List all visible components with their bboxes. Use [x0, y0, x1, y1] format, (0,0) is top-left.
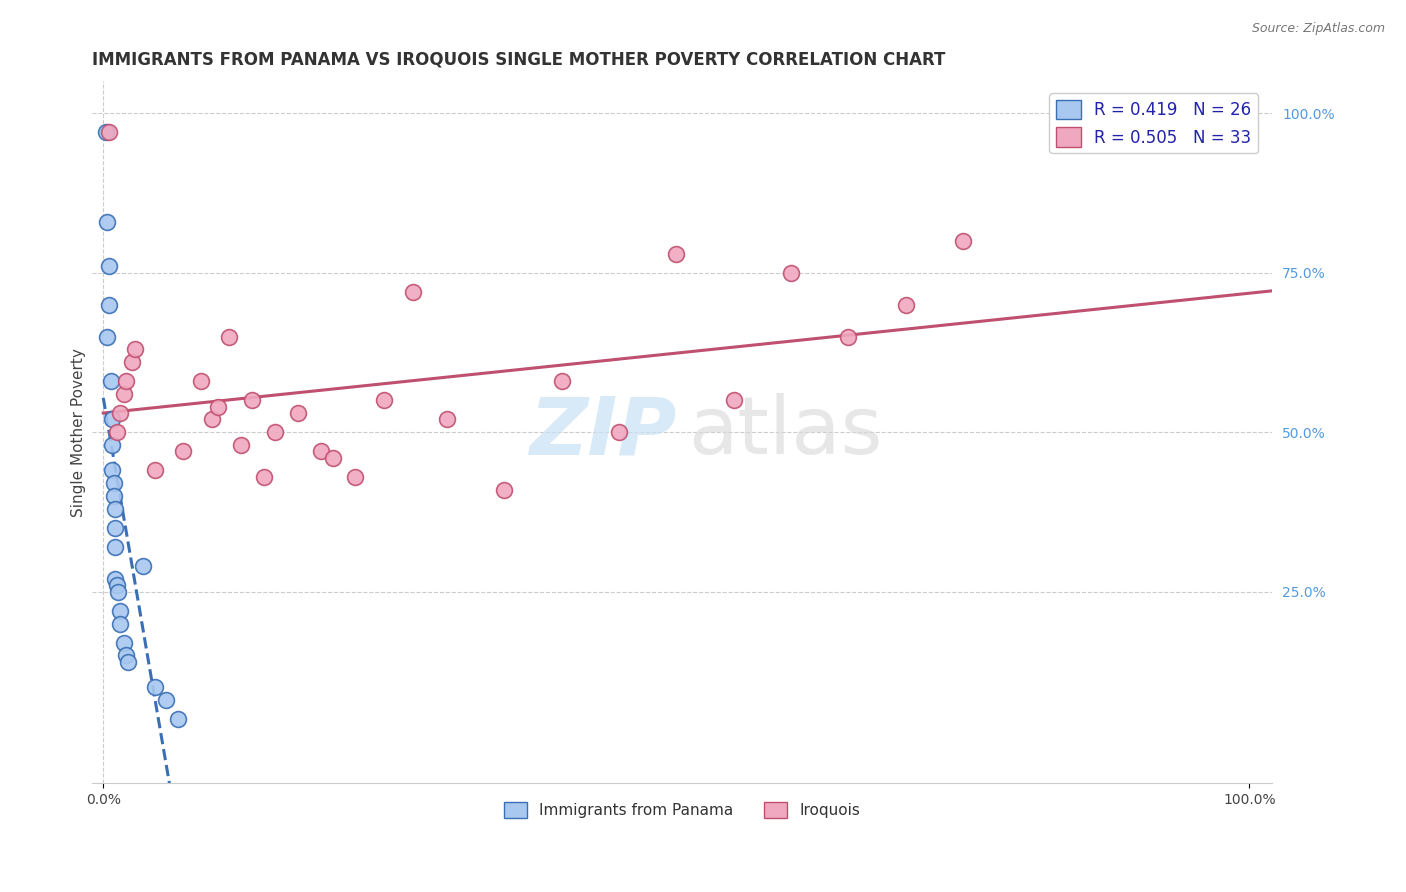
Point [112, 387, 135, 401]
Point [607, 425, 630, 440]
Point [494, 483, 516, 497]
Point [101, 438, 124, 452]
Point [190, 374, 212, 388]
Point [402, 285, 425, 299]
Point [103, 476, 125, 491]
Point [143, 463, 166, 477]
Point [132, 559, 155, 574]
Point [287, 406, 309, 420]
Point [115, 648, 138, 663]
Point [344, 470, 367, 484]
Point [115, 374, 138, 388]
Point [837, 329, 859, 343]
Point [103, 489, 125, 503]
Point [780, 266, 803, 280]
Point [104, 501, 127, 516]
Point [436, 412, 458, 426]
Point [894, 297, 917, 311]
Text: IMMIGRANTS FROM PANAMA VS IROQUOIS SINGLE MOTHER POVERTY CORRELATION CHART: IMMIGRANTS FROM PANAMA VS IROQUOIS SINGL… [91, 51, 945, 69]
Point [207, 400, 229, 414]
Point [104, 572, 127, 586]
Point [101, 463, 124, 477]
Point [166, 712, 188, 726]
Point [218, 329, 240, 343]
Point [253, 470, 276, 484]
Point [96, 215, 118, 229]
Point [98, 297, 121, 311]
Point [98, 125, 121, 139]
Point [112, 636, 135, 650]
Point [121, 355, 143, 369]
Text: atlas: atlas [688, 393, 883, 471]
Point [321, 450, 343, 465]
Point [551, 374, 574, 388]
Point [104, 521, 127, 535]
Point [105, 578, 128, 592]
Point [96, 329, 118, 343]
Point [229, 438, 252, 452]
Point [110, 616, 132, 631]
Point [952, 234, 974, 248]
Point [201, 412, 224, 426]
Point [105, 425, 128, 440]
Point [107, 584, 129, 599]
Point [124, 343, 146, 357]
Legend: Immigrants from Panama, Iroquois: Immigrants from Panama, Iroquois [498, 797, 866, 824]
Point [117, 655, 139, 669]
Point [373, 393, 395, 408]
Point [110, 604, 132, 618]
Point [665, 246, 688, 260]
Point [723, 393, 745, 408]
Point [143, 681, 166, 695]
Point [104, 540, 127, 554]
Point [264, 425, 287, 440]
Point [309, 444, 332, 458]
Point [173, 444, 195, 458]
Text: ZIP: ZIP [529, 393, 676, 471]
Point [155, 693, 177, 707]
Point [98, 260, 121, 274]
Y-axis label: Single Mother Poverty: Single Mother Poverty [72, 348, 86, 516]
Point [240, 393, 263, 408]
Point [110, 406, 132, 420]
Text: Source: ZipAtlas.com: Source: ZipAtlas.com [1251, 22, 1385, 36]
Point [94, 125, 117, 139]
Point [100, 374, 122, 388]
Point [101, 412, 124, 426]
